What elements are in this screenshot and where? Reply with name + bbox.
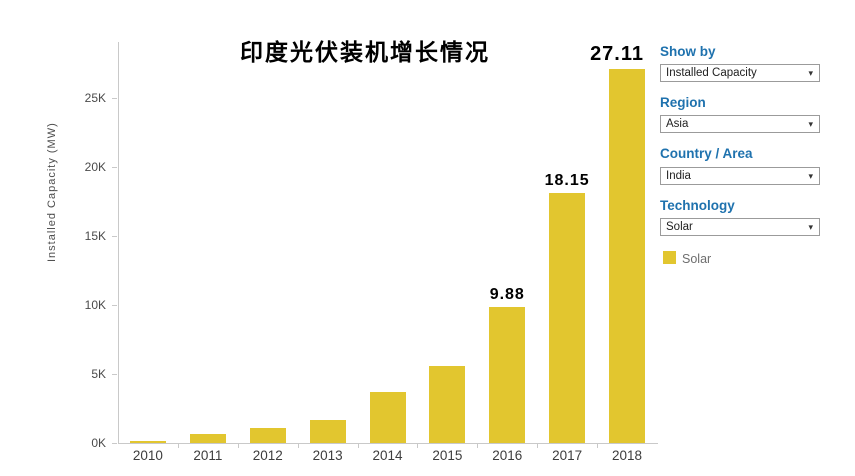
bar-2015[interactable] <box>429 365 466 443</box>
y-tick-mark <box>112 443 117 444</box>
x-axis-label-2014: 2014 <box>372 448 403 463</box>
y-tick-label: 15K <box>84 229 106 243</box>
chevron-down-icon: ▾ <box>808 171 813 181</box>
plot-area <box>118 42 658 444</box>
x-tick-mark <box>477 444 479 448</box>
bar-2017[interactable] <box>549 192 586 443</box>
country-area-label: Country / Area <box>660 146 753 161</box>
x-tick-mark <box>297 444 299 448</box>
bar-2012[interactable] <box>249 427 286 443</box>
x-tick-mark <box>417 444 419 448</box>
x-tick-mark <box>357 444 359 448</box>
bar-2013[interactable] <box>309 420 346 443</box>
x-tick-mark <box>537 444 539 448</box>
bar-value-label: 9.88 <box>489 285 525 303</box>
technology-dropdown[interactable]: Solar ▾ <box>660 218 820 236</box>
x-axis-label-2013: 2013 <box>312 448 343 463</box>
x-axis-label-2015: 2015 <box>432 448 463 463</box>
bar-value-label: 27.11 <box>590 42 645 65</box>
technology-value: Solar <box>666 221 693 233</box>
show-by-label: Show by <box>660 44 716 59</box>
y-tick-label: 5K <box>91 367 106 381</box>
x-axis-label-2012: 2012 <box>252 448 283 463</box>
legend-color-swatch <box>663 251 676 264</box>
chevron-down-icon: ▾ <box>808 68 813 78</box>
bar-2011[interactable] <box>189 434 226 443</box>
country-area-value: India <box>666 170 691 182</box>
country-area-dropdown[interactable]: India ▾ <box>660 167 820 185</box>
chevron-down-icon: ▾ <box>808 119 813 129</box>
bar-2018[interactable] <box>609 68 646 443</box>
y-tick-mark <box>112 98 117 99</box>
y-axis-title: Installed Capacity (MW) <box>46 122 58 263</box>
x-tick-mark <box>177 444 179 448</box>
x-axis-label-2011: 2011 <box>193 448 223 463</box>
y-tick-label: 25K <box>84 91 106 105</box>
region-label: Region <box>660 95 706 110</box>
chart-title: 印度光伏装机增长情况 <box>240 39 490 65</box>
bar-2016[interactable] <box>489 306 526 443</box>
chevron-down-icon: ▾ <box>808 222 813 232</box>
region-value: Asia <box>666 118 689 130</box>
technology-label: Technology <box>660 198 735 213</box>
show-by-dropdown[interactable]: Installed Capacity ▾ <box>660 64 820 82</box>
y-tick-mark <box>112 305 117 306</box>
y-tick-mark <box>112 236 117 237</box>
y-tick-label: 0K <box>91 436 106 450</box>
y-tick-label: 10K <box>84 298 106 312</box>
x-axis-label-2018: 2018 <box>612 448 643 463</box>
legend-label: Solar <box>682 252 712 266</box>
show-by-value: Installed Capacity <box>666 67 757 79</box>
x-tick-mark <box>597 444 599 448</box>
bar-2010[interactable] <box>129 441 166 443</box>
x-tick-mark <box>237 444 239 448</box>
x-axis-label-2016: 2016 <box>492 448 523 463</box>
y-tick-mark <box>112 167 117 168</box>
region-dropdown[interactable]: Asia ▾ <box>660 115 820 133</box>
bar-2014[interactable] <box>369 391 406 443</box>
x-axis-label-2010: 2010 <box>132 448 163 463</box>
y-tick-label: 20K <box>84 160 106 174</box>
bar-value-label: 18.15 <box>544 171 590 189</box>
x-axis-label-2017: 2017 <box>552 448 583 463</box>
y-tick-mark <box>112 374 117 375</box>
